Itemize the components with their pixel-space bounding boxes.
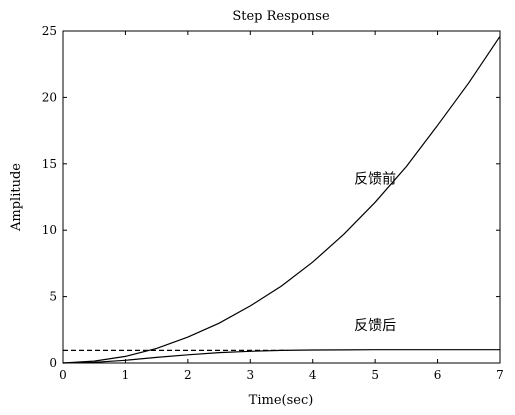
x-tick-label-4: 4	[309, 368, 317, 382]
annotation-0: 反馈前	[354, 171, 396, 188]
x-tick-label-5: 5	[371, 368, 379, 382]
y-tick-label-0: 0	[49, 356, 57, 370]
x-tick-label-1: 1	[122, 368, 130, 382]
chart-title: Step Response	[232, 9, 330, 24]
y-tick-label-5: 25	[42, 24, 57, 38]
annotation-1: 反馈后	[354, 318, 396, 334]
y-tick-label-2: 10	[42, 223, 57, 237]
series-line-0	[62, 35, 501, 364]
x-tick-label-7: 7	[496, 368, 504, 382]
series-line-1	[62, 349, 500, 364]
y-tick-label-4: 20	[42, 90, 57, 104]
axis-ticks: 0 1 2 3 4 5 6 7 0 5 10 15 20 25	[42, 24, 504, 382]
x-axis-label: Time(sec)	[249, 393, 314, 408]
plot-area	[62, 30, 501, 364]
y-tick-label-1: 5	[49, 290, 57, 304]
x-tick-label-0: 0	[59, 368, 67, 382]
y-tick-label-3: 15	[42, 157, 57, 171]
x-tick-label-2: 2	[184, 368, 192, 382]
y-axis-label: Amplitude	[9, 163, 24, 232]
series-lines	[62, 35, 501, 364]
x-tick-label-3: 3	[246, 368, 254, 382]
x-tick-label-6: 6	[434, 368, 442, 382]
